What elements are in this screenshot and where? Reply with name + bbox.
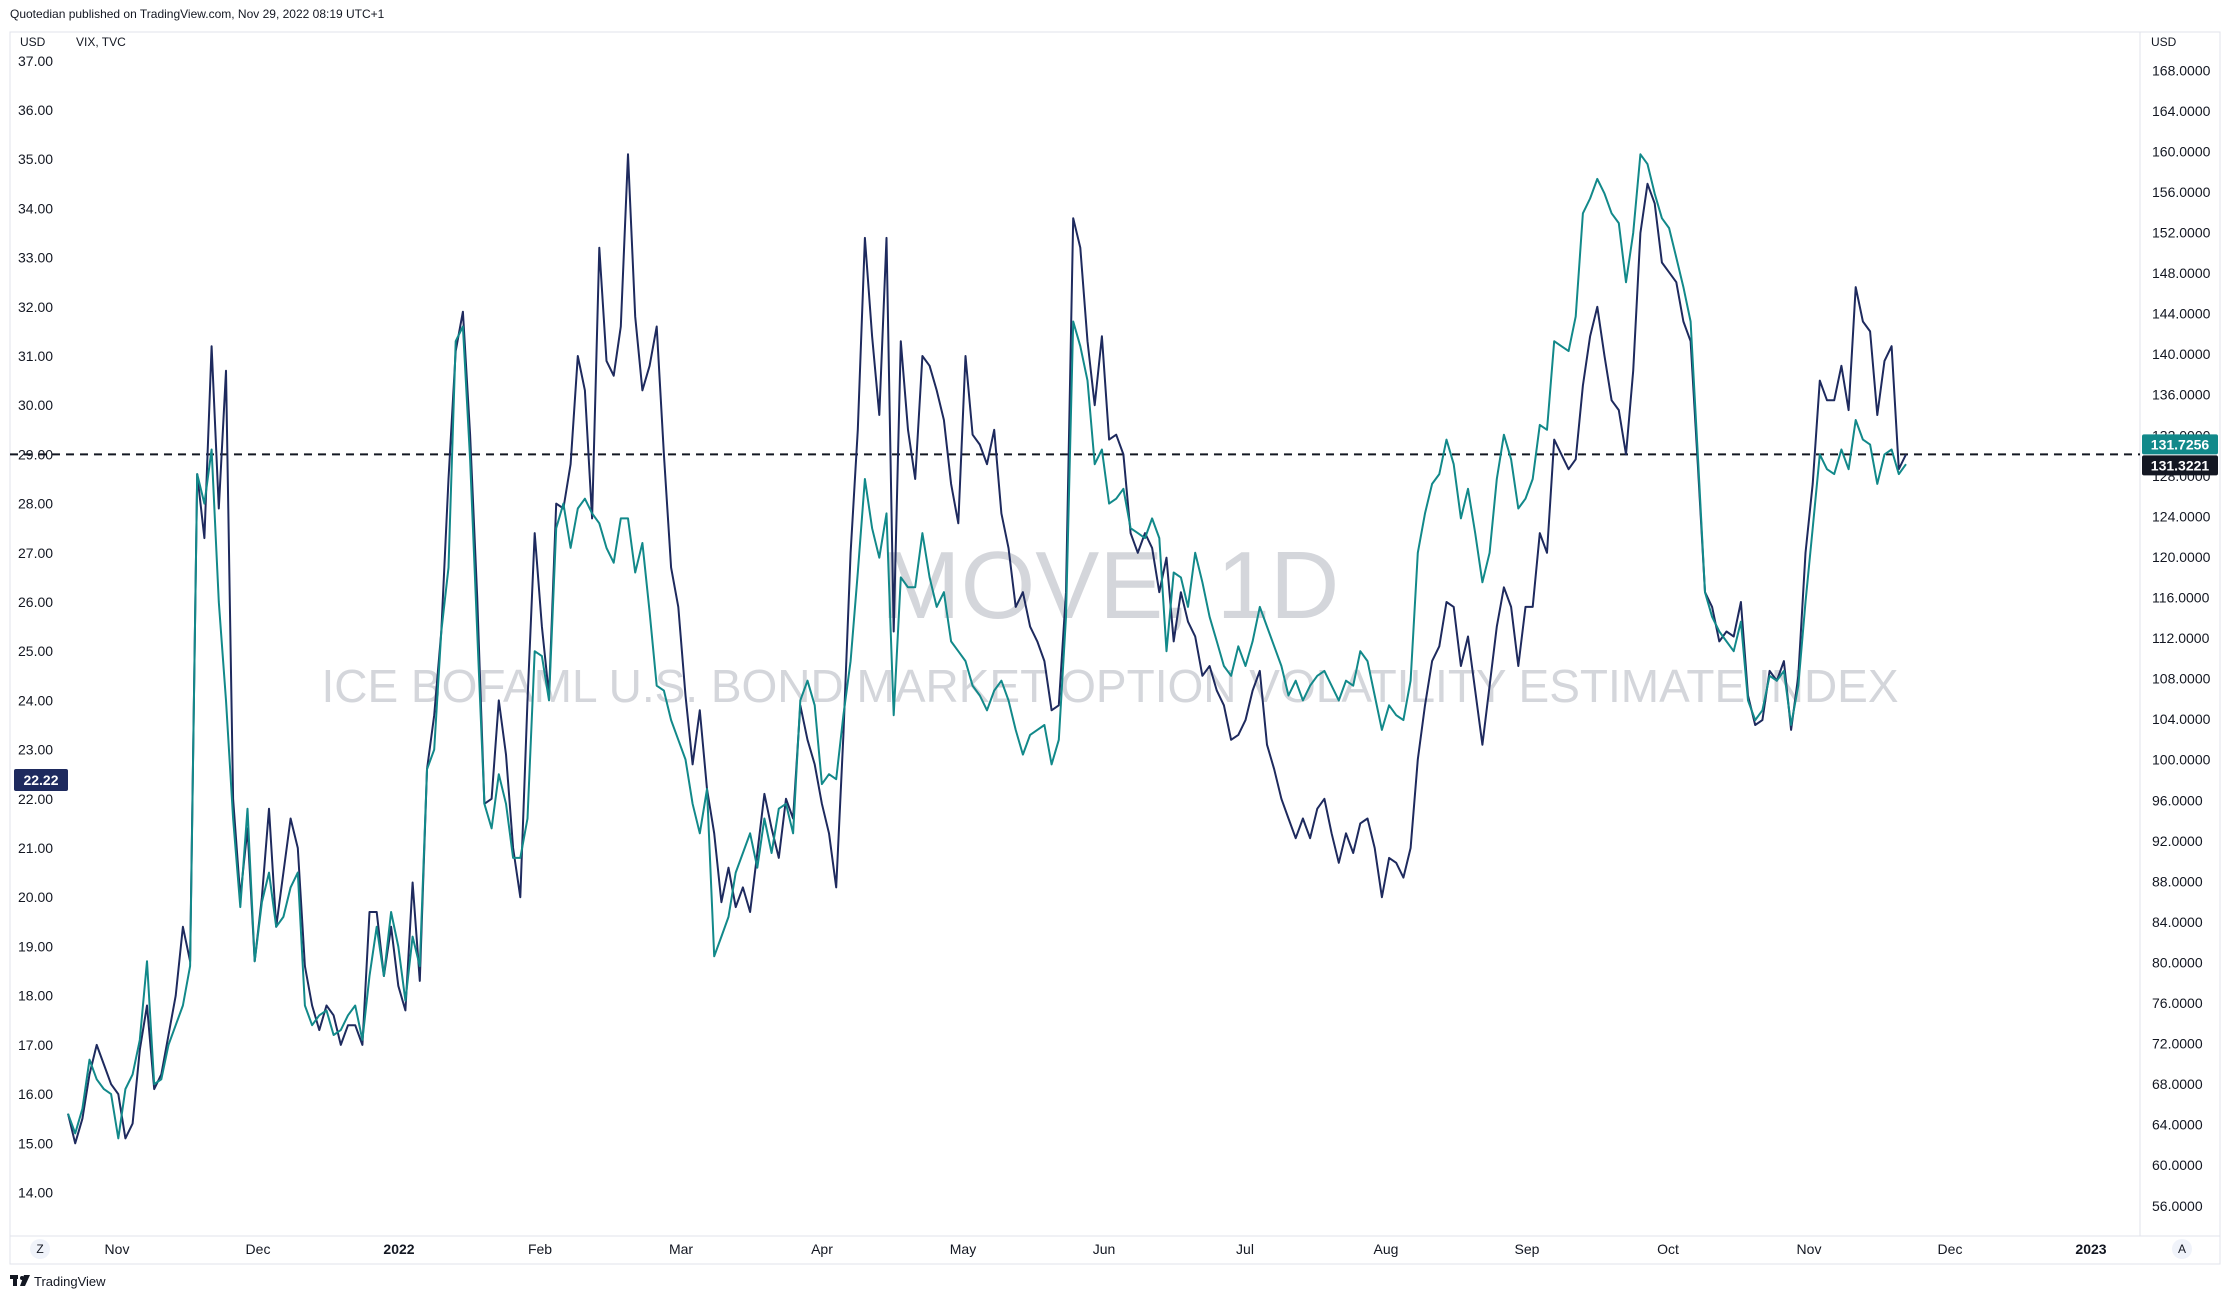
right-tick-label: 80.0000 <box>2152 954 2203 970</box>
publish-info: Quotedian published on TradingView.com, … <box>10 7 385 21</box>
right-tick-label: 124.0000 <box>2152 508 2211 524</box>
time-tick-label: Dec <box>1938 1241 1963 1257</box>
right-axis: 56.0000 60.0000 64.0000 68.0000 72.0000 76.00… <box>2152 62 2211 1213</box>
left-tick-label: 22.00 <box>18 791 53 807</box>
right-tick-label: 116.0000 <box>2152 590 2210 606</box>
time-tick-label: Nov <box>105 1241 130 1257</box>
right-tick-label: 92.0000 <box>2152 833 2203 849</box>
time-tick-label: 2022 <box>383 1241 414 1257</box>
auto-scale-button[interactable]: A <box>2172 1239 2192 1259</box>
right-tick-label: 72.0000 <box>2152 1036 2203 1052</box>
move-series-line <box>67 153 1907 1140</box>
right-tick-label: 120.0000 <box>2152 549 2211 565</box>
left-tick-label: 14.00 <box>18 1184 53 1200</box>
zoom-left-button[interactable]: Z <box>30 1239 50 1259</box>
move-ref-value: 131.3221 <box>2151 457 2210 473</box>
right-currency-label: USD <box>2151 35 2177 49</box>
left-tick-label: 26.00 <box>18 594 53 610</box>
time-tick-label: Nov <box>1797 1241 1822 1257</box>
time-tick-label: 2023 <box>2075 1241 2106 1257</box>
left-tick-label: 36.00 <box>18 102 53 118</box>
time-tick-label: Feb <box>528 1241 552 1257</box>
time-axis: Nov Dec 2022 Feb Mar Apr May Jun Jul Aug Sep Oct Nov… <box>105 1241 2107 1257</box>
right-tick-label: 104.0000 <box>2152 711 2211 727</box>
time-tick-label: Oct <box>1657 1241 1679 1257</box>
time-tick-label: Jul <box>1236 1241 1254 1257</box>
left-currency-label: USD <box>20 35 46 49</box>
left-tick-label: 25.00 <box>18 643 53 659</box>
left-tick-label: 20.00 <box>18 889 53 905</box>
right-tick-label: 140.0000 <box>2152 346 2211 362</box>
right-tick-label: 160.0000 <box>2152 143 2211 159</box>
time-tick-label: Aug <box>1374 1241 1399 1257</box>
left-tick-label: 15.00 <box>18 1135 53 1151</box>
brand-name: TradingView <box>34 1274 106 1289</box>
series-layer <box>67 153 1907 1145</box>
time-tick-label: Sep <box>1515 1241 1540 1257</box>
move-last-value: 131.7256 <box>2151 436 2210 452</box>
right-tick-label: 100.0000 <box>2152 752 2211 768</box>
left-tick-label: 27.00 <box>18 545 53 561</box>
right-tick-label: 68.0000 <box>2152 1076 2203 1092</box>
left-tick-label: 31.00 <box>18 348 53 364</box>
series-label: VIX, TVC <box>76 35 126 49</box>
left-tick-label: 16.00 <box>18 1086 53 1102</box>
left-tick-label: 37.00 <box>18 53 53 69</box>
time-tick-label: Jun <box>1093 1241 1116 1257</box>
left-tick-label: 32.00 <box>18 299 53 315</box>
right-tick-label: 112.0000 <box>2152 630 2210 646</box>
chart-frame <box>9 31 2221 1265</box>
time-tick-label: Mar <box>669 1241 693 1257</box>
left-tick-label: 23.00 <box>18 742 53 758</box>
left-tick-label: 21.00 <box>18 840 53 856</box>
right-tick-label: 144.0000 <box>2152 306 2211 322</box>
zoom-left-label: Z <box>36 1242 43 1256</box>
time-tick-label: Apr <box>811 1241 833 1257</box>
left-tick-label: 18.00 <box>18 988 53 1004</box>
right-tick-label: 76.0000 <box>2152 995 2203 1011</box>
watermark-symbol: MOVE, 1D <box>881 532 1340 639</box>
vix-series-line <box>67 153 1907 1145</box>
left-tick-label: 17.00 <box>18 1037 53 1053</box>
left-tick-label: 33.00 <box>18 250 53 266</box>
left-tick-label: 28.00 <box>18 496 53 512</box>
auto-scale-label: A <box>2178 1242 2186 1256</box>
right-tick-label: 156.0000 <box>2152 184 2211 200</box>
tradingview-logo-icon <box>10 1275 30 1286</box>
move-last-badge: 131.7256 <box>2142 434 2218 455</box>
left-tick-label: 34.00 <box>18 200 53 216</box>
move-ref-badge: 131.3221 <box>2142 455 2218 476</box>
vix-last-badge: 22.22 <box>14 769 68 791</box>
left-tick-label: 24.00 <box>18 692 53 708</box>
right-tick-label: 108.0000 <box>2152 671 2211 687</box>
right-tick-label: 60.0000 <box>2152 1157 2203 1173</box>
right-tick-label: 96.0000 <box>2152 792 2203 808</box>
right-tick-label: 164.0000 <box>2152 103 2211 119</box>
right-tick-label: 88.0000 <box>2152 873 2203 889</box>
time-tick-label: May <box>950 1241 976 1257</box>
right-tick-label: 84.0000 <box>2152 914 2203 930</box>
right-tick-label: 64.0000 <box>2152 1117 2203 1133</box>
vix-last-value: 22.22 <box>23 772 58 788</box>
right-tick-label: 152.0000 <box>2152 225 2211 241</box>
left-tick-label: 35.00 <box>18 151 53 167</box>
right-tick-label: 168.0000 <box>2152 62 2211 78</box>
right-tick-label: 56.0000 <box>2152 1198 2203 1214</box>
left-axis: 14.00 15.00 16.00 17.00 18.00 19.00 20.00 21.00… <box>18 53 53 1201</box>
time-tick-label: Dec <box>246 1241 271 1257</box>
left-tick-label: 30.00 <box>18 397 53 413</box>
watermark-description: ICE BOFAML U.S. BOND MARKET OPTION VOLAT… <box>321 660 1898 712</box>
right-tick-label: 136.0000 <box>2152 387 2211 403</box>
right-tick-label: 148.0000 <box>2152 265 2211 281</box>
left-tick-label: 19.00 <box>18 938 53 954</box>
left-tick-label: 29.00 <box>18 446 53 462</box>
